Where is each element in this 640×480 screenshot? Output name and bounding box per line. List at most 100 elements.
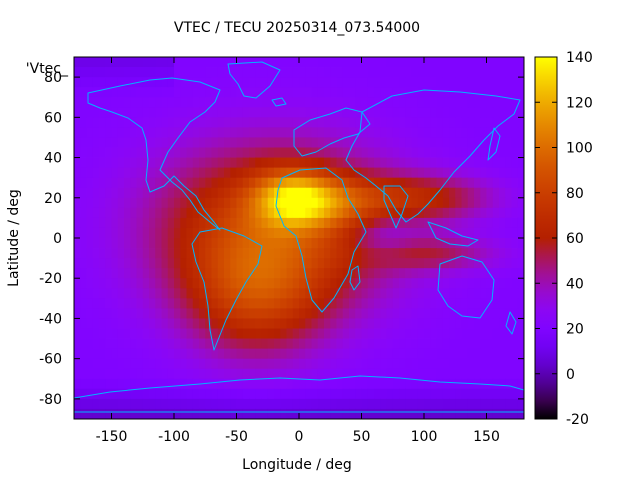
- heatmap-cell: [255, 87, 262, 98]
- heatmap-cell: [105, 348, 112, 360]
- coast-antarctica: [74, 375, 524, 413]
- coast-new-zealand: [505, 311, 517, 335]
- heatmap-cell: [474, 388, 481, 400]
- heatmap-cell: [511, 227, 519, 239]
- heatmap-cell: [336, 97, 344, 108]
- heatmap-cell: [424, 117, 431, 128]
- heatmap-cell: [336, 268, 344, 279]
- heatmap-cell: [142, 248, 150, 259]
- heatmap-cell: [192, 117, 200, 128]
- heatmap-cell: [374, 187, 381, 199]
- heatmap-cell: [486, 87, 494, 98]
- heatmap-cell: [124, 238, 131, 249]
- heatmap-cell: [205, 117, 212, 128]
- heatmap-cell: [99, 157, 106, 169]
- heatmap-cell: [355, 388, 362, 400]
- heatmap-cell: [167, 137, 175, 148]
- heatmap-cell: [167, 328, 175, 339]
- heatmap-cell: [267, 408, 275, 419]
- heatmap-cell: [430, 97, 437, 108]
- heatmap-cell: [286, 117, 294, 128]
- heatmap-cell: [299, 107, 306, 118]
- heatmap-cell: [280, 227, 287, 239]
- heatmap-cell: [492, 368, 500, 380]
- heatmap-cell: [155, 197, 162, 209]
- heatmap-cell: [192, 248, 200, 259]
- heatmap-cell: [180, 187, 187, 199]
- heatmap-cell: [330, 77, 337, 88]
- heatmap-cell: [492, 388, 500, 400]
- heatmap-cell: [449, 147, 456, 158]
- heatmap-cell: [336, 117, 344, 128]
- heatmap-cell: [511, 278, 519, 289]
- heatmap-cell: [161, 197, 169, 209]
- heatmap-cell: [267, 258, 275, 269]
- heatmap-cell: [92, 408, 100, 419]
- heatmap-cell: [430, 398, 437, 410]
- heatmap-cell: [117, 328, 125, 339]
- heatmap-cell: [261, 57, 269, 68]
- heatmap-cell: [430, 308, 437, 319]
- heatmap-cell: [111, 278, 119, 289]
- heatmap-cell: [486, 177, 494, 189]
- heatmap-cell: [80, 87, 87, 98]
- heatmap-cell: [174, 117, 181, 128]
- heatmap-cell: [124, 157, 131, 169]
- heatmap-cell: [430, 107, 437, 118]
- heatmap-cell: [417, 207, 425, 219]
- heatmap-cell: [430, 378, 437, 390]
- heatmap-cell: [449, 398, 456, 410]
- heatmap-cell: [280, 137, 287, 148]
- heatmap-cell: [336, 107, 344, 118]
- heatmap-cell: [149, 187, 156, 199]
- heatmap-cell: [224, 197, 231, 209]
- heatmap-cell: [136, 117, 144, 128]
- heatmap-cell: [142, 258, 150, 269]
- heatmap-cell: [361, 127, 369, 138]
- heatmap-cell: [461, 248, 469, 259]
- heatmap-cell: [499, 368, 506, 380]
- heatmap-cell: [261, 348, 269, 360]
- heatmap-cell: [230, 358, 237, 370]
- heatmap-cell: [436, 117, 444, 128]
- heatmap-cell: [74, 147, 81, 158]
- heatmap-cell: [474, 187, 481, 199]
- heatmap-cell: [505, 348, 512, 360]
- heatmap-cell: [324, 87, 331, 98]
- heatmap-cell: [92, 288, 100, 299]
- heatmap-cell: [286, 328, 294, 339]
- heatmap-cell: [305, 107, 312, 118]
- heatmap-cell: [249, 288, 256, 299]
- heatmap-cell: [149, 378, 156, 390]
- heatmap-cell: [255, 378, 262, 390]
- heatmap-cell: [405, 57, 412, 68]
- heatmap-cell: [474, 308, 481, 319]
- heatmap-cell: [367, 177, 375, 189]
- heatmap-cell: [392, 187, 400, 199]
- y-tick-label: -80: [39, 392, 62, 408]
- heatmap-cell: [436, 298, 444, 309]
- heatmap-cell: [511, 408, 519, 419]
- heatmap-cell: [511, 137, 519, 148]
- heatmap-cell: [424, 87, 431, 98]
- heatmap-cell: [274, 67, 281, 78]
- heatmap-cell: [517, 67, 524, 78]
- heatmap-cell: [449, 187, 456, 199]
- heatmap-cell: [392, 408, 400, 419]
- heatmap-cell: [255, 268, 262, 279]
- heatmap-cell: [392, 278, 400, 289]
- heatmap-cell: [192, 177, 200, 189]
- heatmap-cell: [167, 207, 175, 219]
- heatmap-cell: [211, 67, 219, 78]
- heatmap-cell: [299, 398, 306, 410]
- heatmap-cell: [224, 137, 231, 148]
- heatmap-cell: [492, 117, 500, 128]
- heatmap-cell: [299, 358, 306, 370]
- heatmap-cell: [149, 137, 156, 148]
- heatmap-cell: [386, 308, 394, 319]
- heatmap-cell: [436, 398, 444, 410]
- heatmap-cell: [317, 217, 325, 229]
- heatmap-cell: [249, 248, 256, 259]
- heatmap-cell: [167, 77, 175, 88]
- heatmap-cell: [461, 298, 469, 309]
